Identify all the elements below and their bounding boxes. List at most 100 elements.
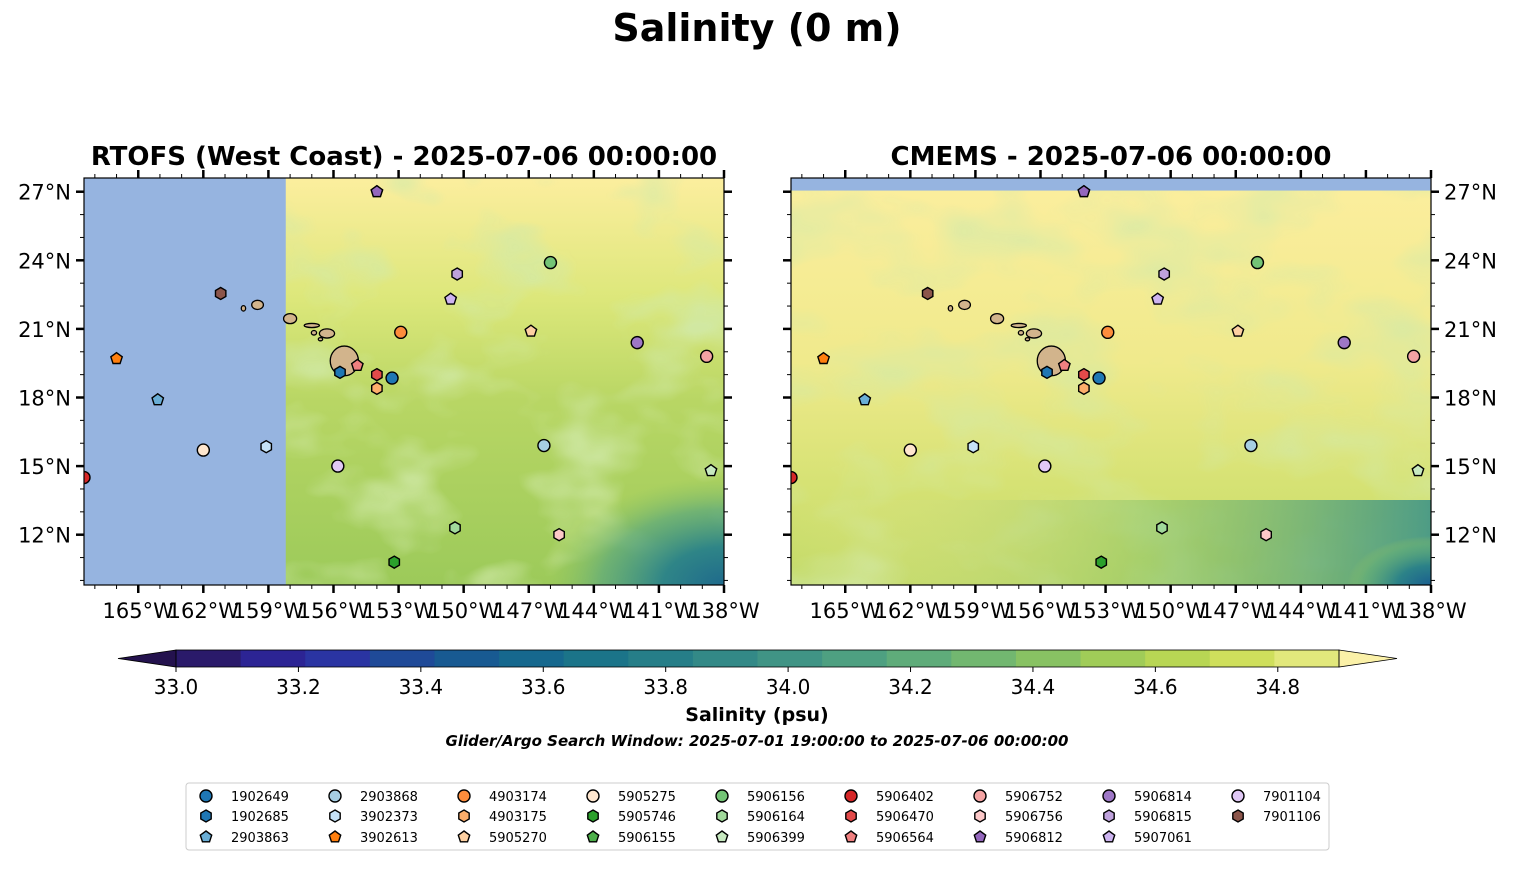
- x-tick-label: 165°W: [103, 599, 175, 623]
- float-marker-1902685: [334, 365, 346, 380]
- colorbar-segment: [757, 650, 823, 667]
- x-tick-label: 141°W: [1330, 599, 1402, 623]
- legend-label-1902685: 1902685: [231, 810, 289, 825]
- float-marker-4903175: [370, 381, 383, 396]
- float-marker-2903863: [858, 392, 872, 406]
- colorbar-segment: [499, 650, 565, 667]
- colorbar-segment: [563, 650, 629, 667]
- low-salinity-region-cmems: [1191, 445, 1431, 585]
- island-oahu: [989, 312, 1005, 325]
- legend-marker-2903863: [199, 830, 213, 843]
- legend-label-5906470: 5906470: [876, 810, 934, 825]
- colorbar-tick-label: 34.6: [1133, 675, 1178, 699]
- y-tick-label: 21°N: [18, 318, 71, 342]
- float-marker-5905746: [388, 555, 401, 569]
- float-marker-5906470: [370, 367, 383, 382]
- legend-marker-5905275: [586, 789, 600, 803]
- float-marker-7901106: [214, 286, 227, 301]
- float-marker-1902649: [1092, 371, 1106, 385]
- legend-marker-5906164: [716, 809, 728, 823]
- colorbar-tick-label: 34.8: [1256, 675, 1301, 699]
- axis-ticks-rtofs: 165°W162°W159°W156°W153°W150°W147°W144°W…: [18, 170, 760, 623]
- island-maui: [1025, 328, 1043, 339]
- y-tick-label: 12°N: [1444, 524, 1497, 548]
- float-marker-5906752: [1406, 349, 1421, 364]
- x-tick-label: 150°W: [428, 599, 500, 623]
- y-tick-label: 12°N: [18, 524, 71, 548]
- float-marker-2903863: [151, 392, 165, 406]
- colorbar-segment: [822, 650, 888, 667]
- colorbar-segment: [951, 650, 1017, 667]
- legend-label-5907061: 5907061: [1134, 831, 1192, 846]
- float-marker-1902685: [1041, 365, 1053, 380]
- x-tick-label: 147°W: [1200, 599, 1272, 623]
- no-data-region-cmems: [791, 178, 1431, 191]
- float-marker-5905270: [1231, 324, 1245, 337]
- float-marker-5906756: [553, 527, 566, 542]
- colorbar-extend-high: [1338, 649, 1398, 668]
- legend-label-5906399: 5906399: [747, 831, 805, 846]
- legend-label-5905746: 5905746: [618, 810, 676, 825]
- y-tick-label: 27°N: [1444, 181, 1497, 205]
- legend-label-2903863: 2903863: [231, 831, 289, 846]
- y-tick-label: 24°N: [18, 249, 71, 273]
- legend-marker-1902685: [200, 809, 212, 823]
- x-tick-label: 153°W: [363, 599, 435, 623]
- float-marker-3902373: [967, 439, 980, 454]
- no-data-region-rtofs: [84, 178, 286, 585]
- float-marker-5905275: [903, 443, 918, 457]
- legend-label-7901104: 7901104: [1263, 790, 1321, 805]
- legend-marker-5906470: [845, 809, 857, 823]
- colorbar-frame: [175, 649, 1340, 668]
- colorbar-label: Salinity (psu): [685, 704, 829, 726]
- x-tick-label: 156°W: [1005, 599, 1077, 623]
- float-marker-4903174: [1101, 325, 1115, 340]
- float-marker-2903868: [1244, 438, 1258, 453]
- float-marker-5906402: [84, 470, 91, 485]
- legend-label-5905275: 5905275: [618, 790, 676, 805]
- legend-label-5905270: 5905270: [489, 831, 547, 846]
- legend-label-5906756: 5906756: [1005, 810, 1063, 825]
- search-window-note: Glider/Argo Search Window: 2025-07-01 19…: [445, 732, 1069, 750]
- island-kahoolawe: [317, 336, 324, 342]
- low-salinity-region-rtofs: [404, 388, 724, 585]
- legend-marker-5905746: [587, 809, 599, 823]
- float-marker-5906164: [1156, 521, 1168, 535]
- legend-marker-4903175: [458, 809, 470, 823]
- plot-frame-cmems: [790, 177, 1432, 586]
- x-tick-label: 165°W: [810, 599, 882, 623]
- island-niihau: [947, 304, 954, 312]
- colorbar-segment: [1080, 650, 1146, 667]
- panel-rtofs: 165°W162°W159°W156°W153°W150°W147°W144°W…: [18, 170, 760, 623]
- y-tick-label: 21°N: [1444, 318, 1497, 342]
- legend-marker-3902373: [329, 809, 341, 823]
- float-marker-5906402: [791, 470, 798, 485]
- colorbar-tick-label: 34.4: [1011, 675, 1056, 699]
- legend-marker-5906155: [586, 830, 600, 843]
- legend-label-3902373: 3902373: [360, 810, 418, 825]
- legend-marker-1902649: [199, 789, 213, 803]
- float-marker-5906399: [1411, 463, 1425, 477]
- colorbar-tick-label: 33.2: [276, 675, 321, 699]
- x-tick-label: 159°W: [940, 599, 1012, 623]
- island-maui: [318, 328, 336, 339]
- legend-marker-5906814: [1102, 789, 1116, 803]
- colorbar-segment: [176, 650, 242, 667]
- x-tick-label: 144°W: [1265, 599, 1337, 623]
- legend-marker-5906156: [715, 789, 729, 803]
- float-marker-5906564: [350, 358, 364, 372]
- colorbar-tick-label: 33.0: [154, 675, 199, 699]
- y-tick-label: 24°N: [1444, 249, 1497, 273]
- x-tick-label: 138°W: [1395, 599, 1467, 623]
- colorbar-segment: [886, 650, 952, 667]
- legend-marker-7901104: [1231, 789, 1245, 803]
- float-marker-5906814: [630, 335, 644, 350]
- colorbar-segment: [305, 650, 371, 667]
- legend-label-7901106: 7901106: [1263, 810, 1321, 825]
- float-marker-5906564: [1057, 358, 1071, 372]
- legend-marker-5906812: [973, 830, 987, 843]
- panel-title-rtofs: RTOFS (West Coast) - 2025-07-06 00:00:00: [90, 142, 718, 172]
- island-oahu: [282, 312, 298, 325]
- colorbar-segment: [1209, 650, 1275, 667]
